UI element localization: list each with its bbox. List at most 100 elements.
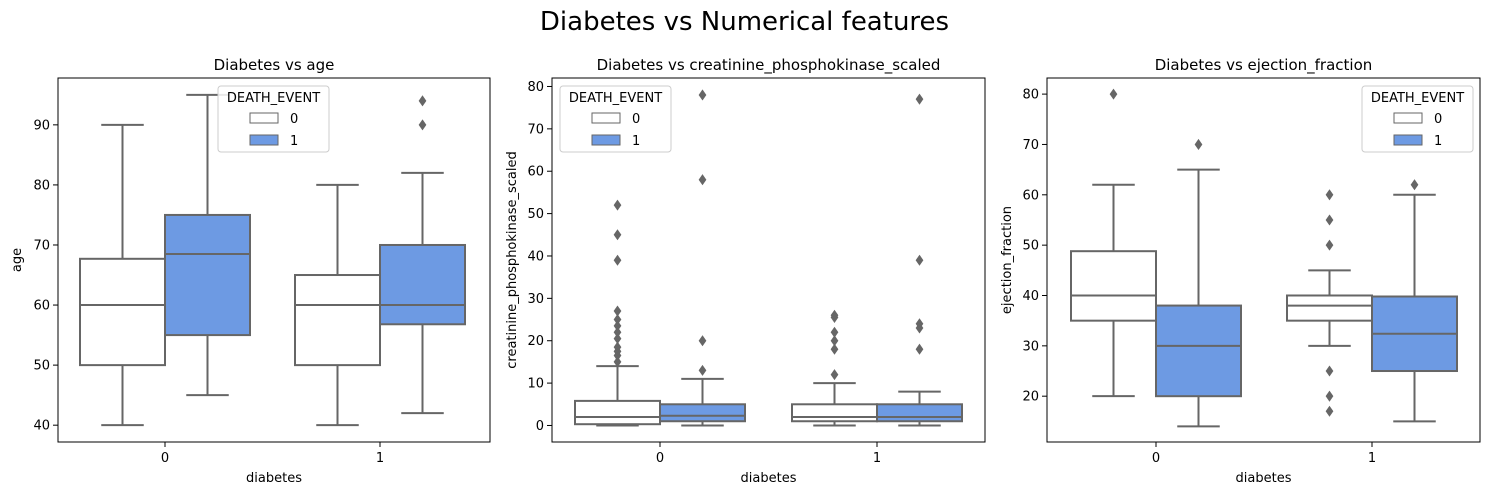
outlier-point bbox=[698, 89, 707, 101]
outlier-point bbox=[613, 229, 622, 241]
box-iqr bbox=[379, 243, 466, 326]
outlier-point bbox=[915, 93, 924, 105]
x-axis-label: diabetes bbox=[246, 471, 302, 486]
y-tick-label: 30 bbox=[527, 292, 544, 307]
outlier-point bbox=[830, 335, 839, 347]
outlier-point bbox=[830, 326, 839, 338]
box-iqr bbox=[659, 403, 746, 423]
y-tick-label: 90 bbox=[33, 118, 50, 133]
legend-swatch-0 bbox=[591, 112, 621, 124]
outlier-point bbox=[1109, 88, 1118, 100]
outlier-point bbox=[1325, 189, 1334, 201]
outlier-point bbox=[1325, 390, 1334, 402]
subplot-2: Diabetes vs creatinine_phosphokinase_sca… bbox=[505, 56, 986, 486]
outlier-point bbox=[613, 320, 622, 332]
x-axis-label: diabetes bbox=[741, 471, 797, 486]
figure-title: Diabetes vs Numerical features bbox=[539, 7, 950, 37]
outlier-point bbox=[698, 364, 707, 376]
y-tick-label: 50 bbox=[33, 359, 50, 374]
legend-label-0: 0 bbox=[290, 112, 298, 127]
y-tick-label: 40 bbox=[33, 419, 50, 434]
y-tick-label: 80 bbox=[1022, 88, 1039, 103]
y-tick-label: 30 bbox=[1022, 339, 1039, 354]
subplot-1: Diabetes vs age 40 50 60 70 80 90 0 1 diabetes age… bbox=[10, 56, 491, 486]
outlier-point bbox=[1325, 365, 1334, 377]
legend-swatch-1 bbox=[591, 134, 621, 146]
x-tick-label: 0 bbox=[656, 451, 664, 466]
legend-label-0: 0 bbox=[632, 112, 640, 127]
legend-title: DEATH_EVENT bbox=[227, 91, 320, 106]
x-axis-label: diabetes bbox=[1236, 471, 1292, 486]
outlier-point bbox=[915, 318, 924, 330]
box-1-hue-1 bbox=[1371, 179, 1458, 423]
box-0-hue-1 bbox=[1155, 138, 1242, 428]
y-tick-label: 60 bbox=[527, 165, 544, 180]
outlier-point bbox=[1325, 214, 1334, 226]
box-iqr bbox=[79, 257, 166, 367]
outlier-point bbox=[613, 254, 622, 266]
axes-frame bbox=[551, 77, 986, 443]
box-1-hue-0 bbox=[294, 183, 381, 427]
y-axis-label: ejection_fraction bbox=[1000, 206, 1015, 314]
box-1-hue-1 bbox=[379, 95, 466, 415]
subplot-title: Diabetes vs ejection_fraction bbox=[1155, 56, 1373, 75]
y-tick-label: 80 bbox=[527, 80, 544, 95]
subplot-title: Diabetes vs creatinine_phosphokinase_sca… bbox=[597, 56, 941, 75]
axes-frame bbox=[57, 77, 491, 443]
legend-label-1: 1 bbox=[632, 134, 640, 149]
outlier-point bbox=[830, 343, 839, 355]
legend-title: DEATH_EVENT bbox=[1371, 91, 1464, 106]
x-tick-label: 0 bbox=[1152, 451, 1160, 466]
y-axis-label: age bbox=[10, 248, 25, 272]
box-iqr bbox=[574, 399, 661, 426]
outlier-point bbox=[915, 343, 924, 355]
box-1-hue-1 bbox=[876, 93, 963, 427]
legend-label-1: 1 bbox=[1434, 134, 1442, 149]
outlier-point bbox=[613, 333, 622, 345]
outlier-point bbox=[1410, 179, 1419, 191]
outlier-point bbox=[418, 119, 427, 131]
outlier-point bbox=[613, 341, 622, 353]
outlier-point bbox=[830, 369, 839, 381]
y-tick-label: 50 bbox=[527, 207, 544, 222]
outlier-point bbox=[613, 199, 622, 211]
x-tick-label: 0 bbox=[161, 451, 169, 466]
outlier-point bbox=[915, 254, 924, 266]
box-0-hue-0 bbox=[79, 123, 166, 427]
legend-label-1: 1 bbox=[290, 134, 298, 149]
y-tick-label: 80 bbox=[33, 178, 50, 193]
box-iqr bbox=[1155, 304, 1242, 398]
box-iqr bbox=[294, 274, 381, 367]
subplot-title: Diabetes vs age bbox=[214, 56, 335, 74]
subplot-3: Diabetes vs ejection_fraction 20 30 40 50 60 7… bbox=[1000, 56, 1481, 486]
y-tick-label: 40 bbox=[527, 249, 544, 264]
box-iqr bbox=[791, 403, 878, 423]
y-tick-label: 20 bbox=[1022, 390, 1039, 405]
box-0-hue-1 bbox=[164, 93, 251, 397]
outlier-point bbox=[613, 305, 622, 317]
x-tick-label: 1 bbox=[1368, 451, 1376, 466]
y-tick-label: 40 bbox=[1022, 289, 1039, 304]
box-iqr bbox=[1070, 250, 1157, 322]
legend: DEATH_EVENT 0 1 bbox=[1361, 85, 1474, 153]
axes-frame bbox=[1046, 77, 1481, 443]
legend: DEATH_EVENT 0 1 bbox=[217, 85, 330, 153]
y-tick-label: 10 bbox=[527, 377, 544, 392]
outlier-point bbox=[1325, 405, 1334, 417]
outlier-point bbox=[613, 314, 622, 326]
y-tick-label: 50 bbox=[1022, 239, 1039, 254]
y-tick-label: 0 bbox=[536, 419, 544, 434]
legend-swatch-1 bbox=[249, 134, 279, 146]
outlier-point bbox=[613, 356, 622, 368]
x-tick-label: 1 bbox=[873, 451, 881, 466]
outlier-point bbox=[1194, 138, 1203, 150]
outlier-point bbox=[418, 95, 427, 107]
outlier-point bbox=[698, 335, 707, 347]
y-axis-label: creatinine_phosphokinase_scaled bbox=[505, 151, 520, 369]
legend-swatch-1 bbox=[1393, 134, 1423, 146]
y-tick-label: 70 bbox=[527, 122, 544, 137]
y-tick-label: 70 bbox=[1022, 138, 1039, 153]
y-tick-label: 20 bbox=[527, 334, 544, 349]
